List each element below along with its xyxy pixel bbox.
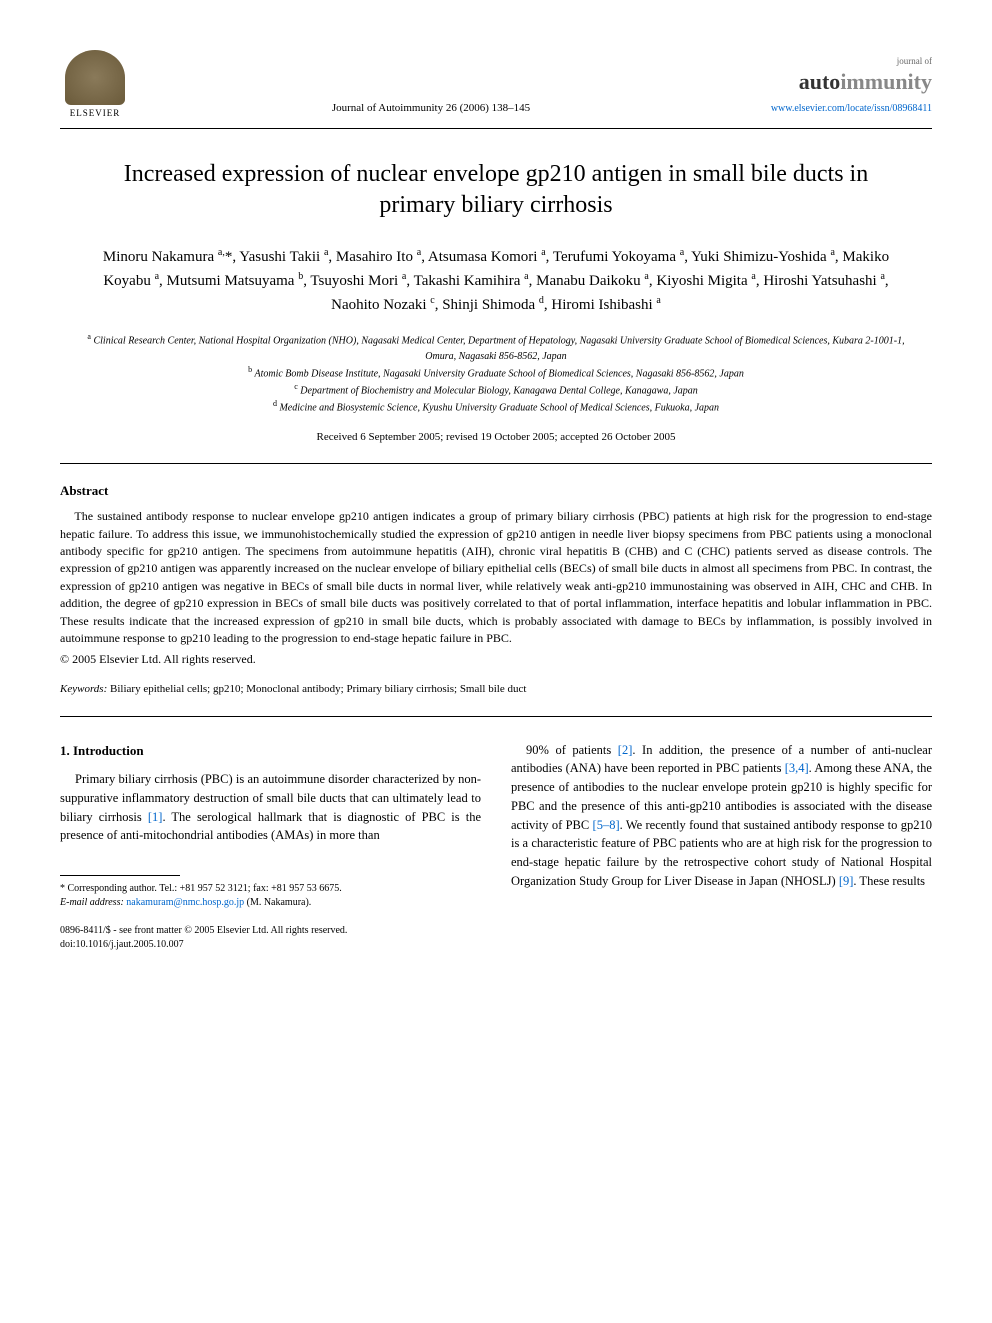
corresponding-line: * Corresponding author. Tel.: +81 957 52… xyxy=(60,882,481,896)
affiliations: a Clinical Research Center, National Hos… xyxy=(80,331,912,415)
intro-paragraph-left: Primary biliary cirrhosis (PBC) is an au… xyxy=(60,770,481,845)
journal-logo-auto: auto xyxy=(799,69,841,94)
keywords-line: Keywords: Biliary epithelial cells; gp21… xyxy=(60,682,932,697)
left-column: 1. Introduction Primary biliary cirrhosi… xyxy=(60,741,481,953)
journal-reference: Journal of Autoimmunity 26 (2006) 138–14… xyxy=(130,101,732,120)
journal-logo-text: autoimmunity xyxy=(732,67,932,98)
email-label: E-mail address: xyxy=(60,897,124,908)
article-title: Increased expression of nuclear envelope… xyxy=(100,159,892,221)
journal-logo-superscript: journal of xyxy=(732,55,932,68)
abstract-bottom-rule xyxy=(60,716,932,717)
keywords-label: Keywords: xyxy=(60,683,107,695)
article-dates: Received 6 September 2005; revised 19 Oc… xyxy=(60,430,932,445)
email-line: E-mail address: nakamuram@nmc.hosp.go.jp… xyxy=(60,896,481,910)
citation-link[interactable]: [9] xyxy=(839,874,854,888)
page-header: ELSEVIER Journal of Autoimmunity 26 (200… xyxy=(60,40,932,120)
journal-logo-immunity: immunity xyxy=(840,69,932,94)
issn-doi-block: 0896-8411/$ - see front matter © 2005 El… xyxy=(60,924,481,952)
right-column: 90% of patients [2]. In addition, the pr… xyxy=(511,741,932,953)
journal-url[interactable]: www.elsevier.com/locate/issn/08968411 xyxy=(732,102,932,116)
citation-link[interactable]: [2] xyxy=(618,743,633,757)
footnote-rule xyxy=(60,875,180,876)
intro-paragraph-right: 90% of patients [2]. In addition, the pr… xyxy=(511,741,932,891)
publisher-logo: ELSEVIER xyxy=(60,40,130,120)
abstract-top-rule xyxy=(60,463,932,464)
affiliation-c: c Department of Biochemistry and Molecul… xyxy=(80,381,912,398)
corresponding-email[interactable]: nakamuram@nmc.hosp.go.jp xyxy=(126,897,244,908)
email-author-name: (M. Nakamura). xyxy=(247,897,312,908)
publisher-name: ELSEVIER xyxy=(70,107,121,120)
author-list: Minoru Nakamura a,*, Yasushi Takii a, Ma… xyxy=(90,245,902,317)
affiliation-a: a Clinical Research Center, National Hos… xyxy=(80,331,912,363)
abstract-heading: Abstract xyxy=(60,482,932,500)
elsevier-tree-icon xyxy=(65,50,125,105)
affiliation-d: d Medicine and Biosystemic Science, Kyus… xyxy=(80,398,912,415)
body-columns: 1. Introduction Primary biliary cirrhosi… xyxy=(60,741,932,953)
citation-link[interactable]: [3,4] xyxy=(785,761,809,775)
corresponding-author-footnote: * Corresponding author. Tel.: +81 957 52… xyxy=(60,882,481,910)
abstract-copyright: © 2005 Elsevier Ltd. All rights reserved… xyxy=(60,651,932,668)
citation-link[interactable]: [1] xyxy=(148,810,163,824)
header-rule xyxy=(60,128,932,129)
journal-logo: journal of autoimmunity www.elsevier.com… xyxy=(732,55,932,120)
doi-line: doi:10.1016/j.jaut.2005.10.007 xyxy=(60,938,481,952)
issn-line: 0896-8411/$ - see front matter © 2005 El… xyxy=(60,924,481,938)
introduction-heading: 1. Introduction xyxy=(60,741,481,761)
abstract-text: The sustained antibody response to nucle… xyxy=(60,508,932,647)
keywords-text: Biliary epithelial cells; gp210; Monoclo… xyxy=(110,683,526,695)
affiliation-b: b Atomic Bomb Disease Institute, Nagasak… xyxy=(80,364,912,381)
citation-link[interactable]: [5–8] xyxy=(593,818,620,832)
